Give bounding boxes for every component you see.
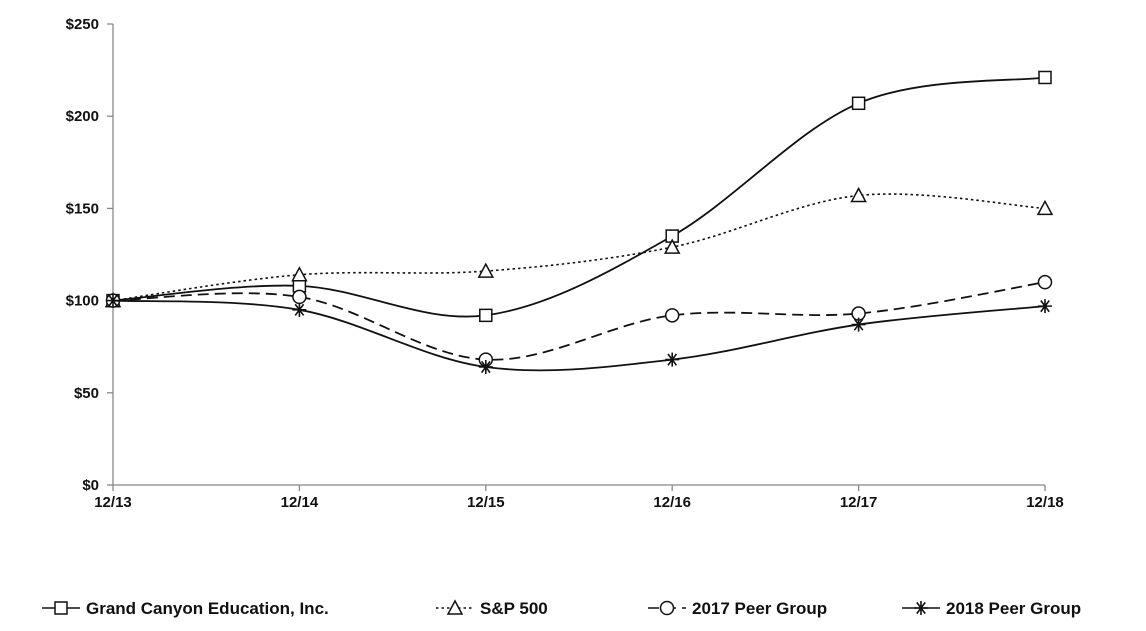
x-tick-labels: 12/13 12/14 12/15 12/16 12/17 12/18 — [94, 494, 1064, 511]
legend-label: 2018 Peer Group — [946, 599, 1081, 618]
data-point-star — [1038, 299, 1052, 314]
y-tick-labels: $0 $50 $100 $150 $200 $250 — [66, 16, 99, 494]
data-point-triangle — [477, 262, 495, 278]
data-point-square — [54, 601, 68, 615]
legend-label: S&P 500 — [480, 599, 548, 618]
series-line — [112, 281, 1046, 361]
legend-label: Grand Canyon Education, Inc. — [86, 599, 329, 618]
x-tick-label: 12/17 — [840, 494, 878, 511]
y-tick-label: $150 — [66, 200, 99, 217]
series-1 — [106, 70, 1052, 323]
data-point-circle — [1037, 274, 1053, 290]
axes — [107, 23, 1046, 491]
data-point-triangle — [1036, 199, 1054, 216]
data-point-circle — [664, 308, 680, 323]
legend-item-4: 2018 Peer Group — [902, 599, 1081, 618]
series-line — [112, 193, 1046, 302]
legend-item-2: S&P 500 — [436, 599, 548, 618]
data-point-triangle — [446, 599, 464, 615]
x-tick-label: 12/13 — [94, 494, 132, 511]
data-point-square — [851, 96, 866, 111]
data-point-star — [478, 359, 493, 374]
x-tick-label: 12/18 — [1026, 494, 1064, 511]
data-point-triangle — [850, 186, 867, 203]
series-line — [112, 76, 1046, 318]
data-point-triangle — [663, 238, 681, 254]
legend-item-3: 2017 Peer Group — [648, 599, 827, 618]
series-3 — [105, 274, 1053, 367]
y-tick-label: $100 — [66, 293, 99, 310]
legend-label: 2017 Peer Group — [692, 599, 827, 618]
y-tick-label: $0 — [82, 477, 99, 494]
y-tick-label: $200 — [66, 108, 99, 125]
x-tick-label: 12/14 — [281, 494, 319, 511]
data-point-star — [665, 352, 680, 367]
data-point-circle — [659, 600, 675, 616]
data-point-triangle — [291, 266, 308, 282]
series-4 — [106, 293, 1052, 374]
data-point-star — [292, 302, 307, 317]
y-tick-label: $250 — [66, 16, 99, 33]
data-point-star — [914, 601, 928, 615]
legend-item-1: Grand Canyon Education, Inc. — [42, 599, 329, 618]
data-point-square — [1038, 70, 1052, 85]
series-line — [112, 299, 1046, 372]
data-point-star — [106, 293, 120, 308]
legend: Grand Canyon Education, Inc. S&P 500 2017 … — [42, 599, 1081, 618]
x-tick-label: 12/16 — [653, 494, 691, 511]
series-layer — [104, 70, 1054, 374]
x-tick-label: 12/15 — [467, 494, 505, 511]
data-point-square — [479, 308, 493, 323]
data-point-star — [851, 317, 866, 332]
series-2 — [104, 186, 1054, 308]
y-tick-label: $50 — [74, 385, 99, 402]
data-point-circle — [292, 289, 307, 305]
